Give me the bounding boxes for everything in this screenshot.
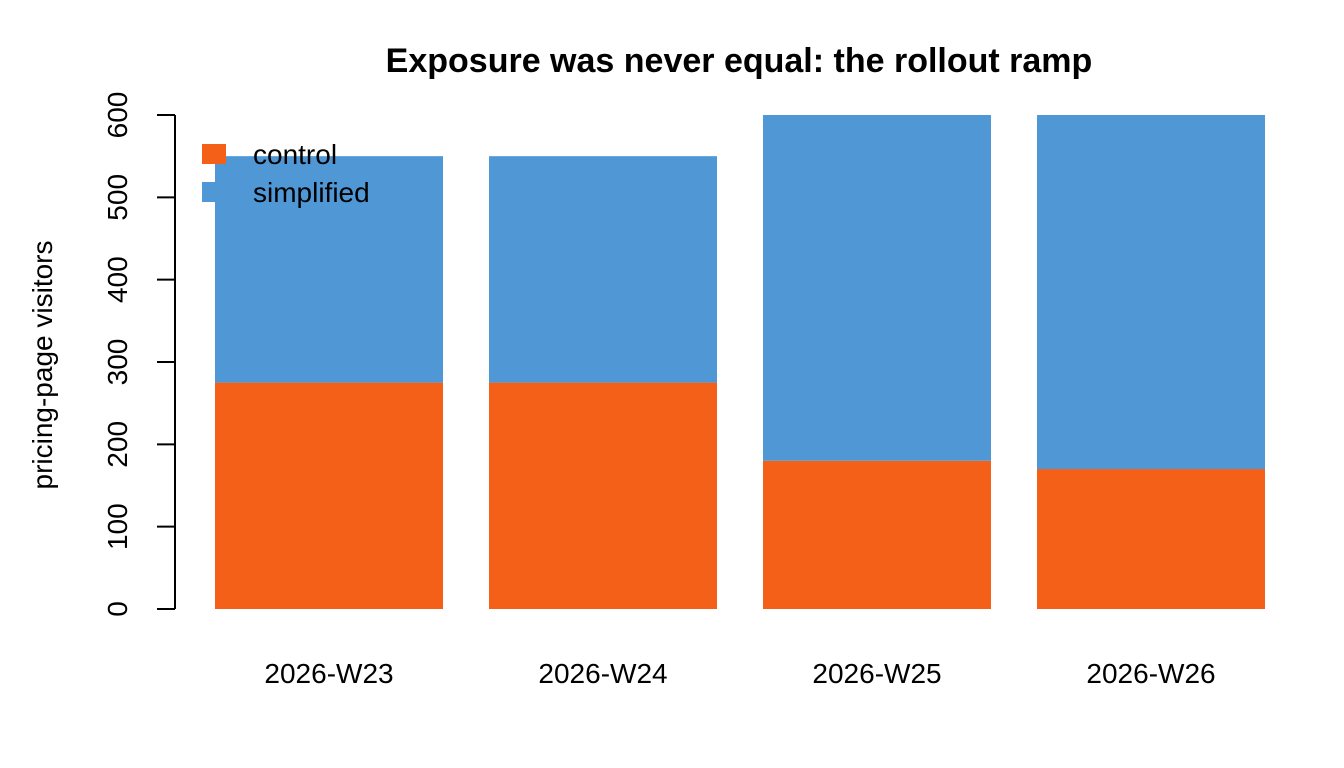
x-tick-label: 2026-W25 <box>812 658 941 689</box>
y-tick-label: 300 <box>102 339 133 386</box>
bar-simplified-2026-W25 <box>763 115 991 461</box>
legend-swatch-control <box>202 144 226 164</box>
y-tick-label: 100 <box>102 503 133 550</box>
bar-control-2026-W23 <box>215 382 443 609</box>
bar-control-2026-W26 <box>1037 469 1265 609</box>
bars-group <box>215 115 1265 609</box>
x-tick-label: 2026-W23 <box>264 658 393 689</box>
y-tick-label: 500 <box>102 174 133 221</box>
legend-label-simplified: simplified <box>253 177 370 208</box>
bar-simplified-2026-W24 <box>489 156 717 383</box>
bar-simplified-2026-W23 <box>215 156 443 383</box>
bar-control-2026-W24 <box>489 382 717 609</box>
y-tick-label: 0 <box>102 601 133 617</box>
y-axis: 0 100 200 300 400 500 600 <box>102 92 176 617</box>
bar-simplified-2026-W26 <box>1037 115 1265 470</box>
y-tick-label: 600 <box>102 92 133 139</box>
legend-swatch-simplified <box>202 182 226 202</box>
bar-control-2026-W25 <box>763 460 991 609</box>
legend-label-control: control <box>253 139 337 170</box>
legend: control simplified <box>202 139 370 208</box>
chart-title: Exposure was never equal: the rollout ra… <box>386 42 1093 80</box>
y-tick-label: 400 <box>102 256 133 303</box>
x-tick-label: 2026-W26 <box>1086 658 1215 689</box>
x-tick-label: 2026-W24 <box>538 658 667 689</box>
y-tick-label: 200 <box>102 421 133 468</box>
y-axis-label: pricing-page visitors <box>27 241 58 490</box>
x-axis: 2026-W23 2026-W24 2026-W25 2026-W26 <box>264 658 1215 689</box>
